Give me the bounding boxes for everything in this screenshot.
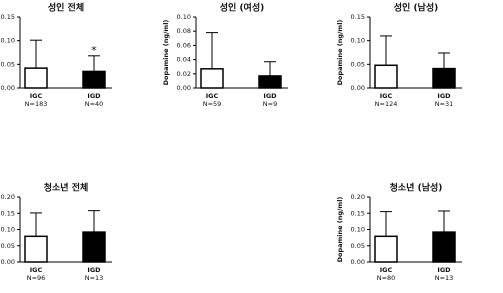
x-tick-label: IGC bbox=[30, 266, 43, 274]
n-label: N=40 bbox=[85, 100, 104, 108]
x-tick-label: IGD bbox=[263, 92, 277, 100]
n-label: N=13 bbox=[435, 274, 454, 282]
y-tick-label: 0.10 bbox=[1, 37, 15, 45]
n-label: N=9 bbox=[263, 100, 277, 108]
panel-title: 성인 (남성) bbox=[394, 2, 438, 14]
x-tick-label: IGC bbox=[30, 92, 43, 100]
y-axis-label: Dopamine (ng/ml) bbox=[336, 197, 344, 263]
bar bbox=[374, 235, 398, 263]
n-label: N=183 bbox=[25, 100, 48, 108]
panel-title: 성인 전체 bbox=[48, 2, 84, 14]
y-tick-label: 0.02 bbox=[177, 70, 191, 78]
y-tick-label: 0.10 bbox=[177, 13, 191, 21]
y-axis-label: Dopamine (ng/ml) bbox=[162, 20, 170, 86]
y-tick-label: 0.20 bbox=[351, 193, 365, 201]
y-tick-label: 0.05 bbox=[1, 60, 15, 68]
y-tick-label: 0.15 bbox=[1, 13, 15, 21]
bar bbox=[24, 235, 48, 263]
y-tick-label: 0.10 bbox=[351, 37, 365, 45]
bar bbox=[82, 231, 106, 263]
y-tick-label: 0.05 bbox=[351, 242, 365, 250]
bar bbox=[432, 67, 456, 89]
bar bbox=[24, 67, 48, 89]
x-tick-label: IGD bbox=[437, 266, 451, 274]
n-label: N=31 bbox=[435, 100, 454, 108]
n-label: N=96 bbox=[27, 274, 46, 282]
x-tick-label: IGC bbox=[380, 92, 393, 100]
x-tick-label: IGC bbox=[380, 266, 393, 274]
y-tick-label: 0.20 bbox=[1, 193, 15, 201]
x-tick-label: IGD bbox=[87, 92, 101, 100]
n-label: N=80 bbox=[377, 274, 396, 282]
bar bbox=[82, 70, 106, 89]
y-tick-label: 0.00 bbox=[351, 84, 365, 92]
y-tick-label: 0.04 bbox=[177, 56, 191, 64]
x-tick-label: IGD bbox=[437, 92, 451, 100]
panel-title: 성인 (여성) bbox=[220, 2, 264, 14]
y-tick-label: 0.08 bbox=[177, 27, 191, 35]
n-label: N=13 bbox=[85, 274, 104, 282]
n-label: N=59 bbox=[203, 100, 222, 108]
y-tick-label: 0.10 bbox=[1, 226, 15, 234]
x-tick-label: IGC bbox=[206, 92, 219, 100]
y-tick-label: 0.15 bbox=[351, 13, 365, 21]
y-tick-label: 0.00 bbox=[1, 84, 15, 92]
bar bbox=[432, 231, 456, 263]
annotation: * bbox=[91, 44, 97, 57]
x-tick-label: IGD bbox=[87, 266, 101, 274]
y-tick-label: 0.05 bbox=[1, 242, 15, 250]
y-tick-label: 0.00 bbox=[351, 258, 365, 266]
bar bbox=[200, 68, 224, 89]
panel-title: 청소년 (남성) bbox=[390, 182, 443, 194]
panel-title: 청소년 전체 bbox=[44, 182, 89, 194]
y-tick-label: 0.15 bbox=[1, 209, 15, 217]
y-tick-label: 0.00 bbox=[177, 84, 191, 92]
y-tick-label: 0.05 bbox=[351, 60, 365, 68]
n-label: N=124 bbox=[375, 100, 398, 108]
y-tick-label: 0.06 bbox=[177, 41, 191, 49]
y-tick-label: 0.10 bbox=[351, 226, 365, 234]
y-tick-label: 0.15 bbox=[351, 209, 365, 217]
y-tick-label: 0.00 bbox=[1, 258, 15, 266]
y-axis-label: Dopamine (ng/ml) bbox=[336, 20, 344, 86]
bar bbox=[258, 75, 282, 89]
bar bbox=[374, 64, 398, 89]
